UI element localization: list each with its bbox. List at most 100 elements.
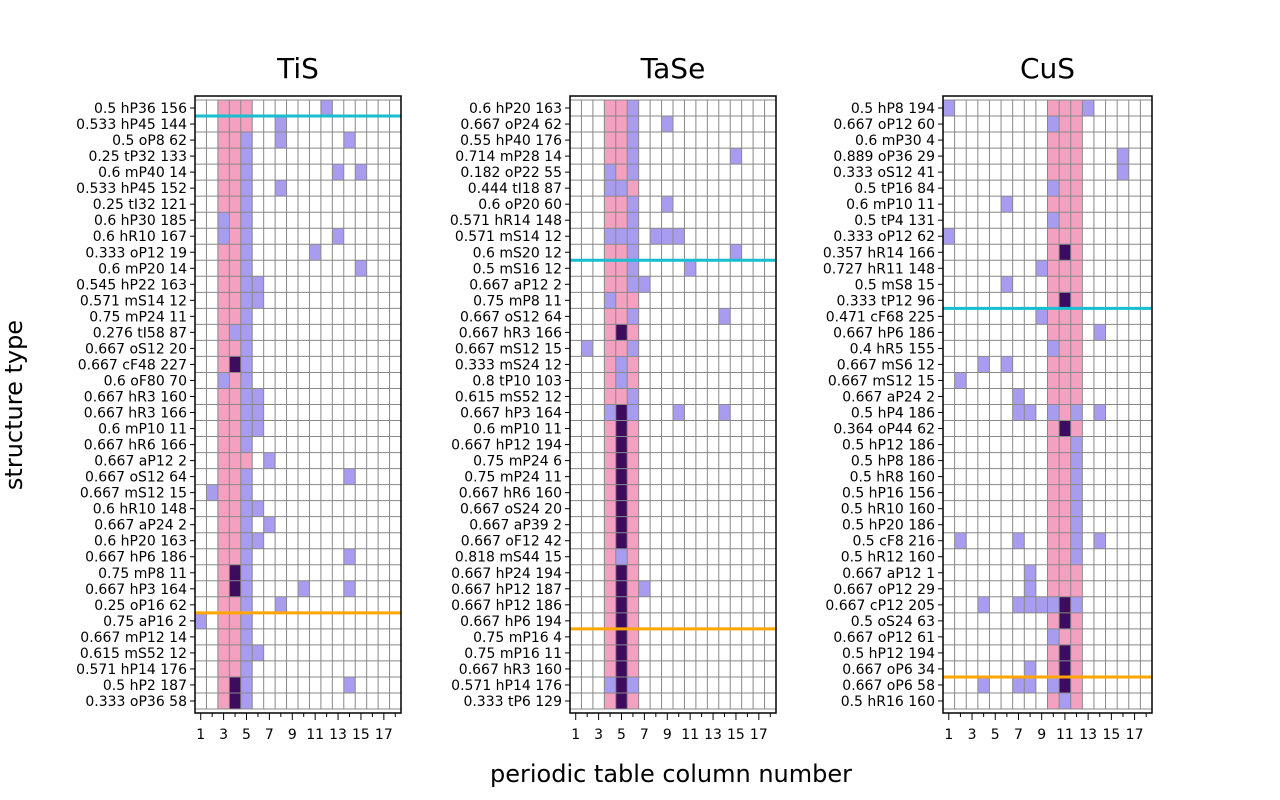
panel-title: TaSe [640, 52, 706, 85]
heatmap-cell [320, 100, 333, 117]
heatmap-cell [730, 244, 742, 261]
heatmap-cell [1047, 628, 1060, 645]
heatmap-cell [627, 164, 639, 181]
heatmap-cell [229, 324, 241, 341]
heatmap-cell [615, 644, 628, 661]
heatmap-cell [615, 692, 628, 709]
heatmap-cell [615, 564, 628, 581]
heatmap-cell [615, 452, 628, 469]
heatmap-cell [240, 308, 253, 325]
row-label: 0.533 hP45 152 [76, 181, 187, 197]
heatmap-cell [1059, 612, 1071, 629]
heatmap-cell [240, 628, 253, 645]
heatmap-cell [240, 180, 253, 197]
row-label: 0.5 hR8 160 [850, 470, 935, 486]
heatmap-cell [1024, 564, 1036, 581]
x-tick-label: 9 [663, 727, 672, 743]
heatmap-cell [332, 164, 344, 181]
row-label: 0.5 hR16 160 [841, 694, 935, 710]
heatmap-cell [627, 260, 639, 277]
row-label: 0.667 oP6 34 [842, 662, 935, 678]
row-label: 0.889 oP36 29 [833, 149, 935, 165]
heatmap-cell [615, 660, 628, 677]
heatmap-cell [615, 596, 628, 613]
row-label: 0.571 mS14 12 [80, 293, 187, 309]
heatmap-cell [240, 132, 253, 149]
row-label: 0.6 hP20 163 [94, 534, 187, 550]
heatmap-cell [1059, 292, 1071, 309]
row-label: 0.667 hP12 194 [451, 438, 562, 454]
row-label: 0.667 hR3 160 [459, 662, 562, 678]
heatmap-cell [943, 100, 955, 117]
row-label: 0.667 cP12 205 [825, 598, 935, 614]
heatmap-cell [240, 260, 253, 277]
heatmap-cell [1070, 500, 1083, 517]
x-tick-label: 17 [375, 727, 393, 743]
row-label: 0.5 hP8 194 [851, 101, 935, 117]
row-label: 0.75 aP16 2 [103, 614, 187, 630]
x-tick-label: 13 [1079, 727, 1097, 743]
x-tick-label: 3 [594, 727, 603, 743]
row-label: 0.533 hP45 144 [76, 117, 187, 133]
row-label: 0.667 mS6 12 [837, 357, 935, 373]
heatmap-cell [604, 292, 616, 309]
row-label: 0.667 hP12 186 [451, 598, 562, 614]
row-label: 0.8 tP10 103 [472, 373, 562, 389]
row-label: 0.5 hR12 160 [841, 550, 935, 566]
row-label: 0.333 tP6 129 [463, 694, 562, 710]
row-label: 0.5 tP16 84 [854, 181, 935, 197]
row-label: 0.667 oP12 29 [833, 582, 935, 598]
row-label: 0.6 hR10 167 [93, 229, 187, 245]
heatmap-cell [1047, 212, 1060, 229]
row-label: 0.5 hP2 187 [103, 678, 187, 694]
heatmap-cell [1117, 164, 1129, 181]
heatmap-cell [240, 244, 253, 261]
row-label: 0.6 mS20 12 [473, 245, 562, 261]
heatmap-cell [1093, 532, 1106, 549]
heatmap-cell [275, 180, 287, 197]
heatmap-cell [240, 548, 253, 565]
x-tick-label: 1 [571, 727, 580, 743]
row-label: 0.667 hP6 186 [833, 325, 935, 341]
heatmap-cell [718, 404, 731, 421]
row-label: 0.667 oP24 62 [460, 117, 562, 133]
row-label: 0.667 aP12 2 [94, 454, 187, 470]
heatmap-cell [240, 340, 253, 357]
heatmap-cell [615, 468, 628, 485]
heatmap-cell [615, 356, 628, 373]
heatmap-cell [240, 164, 253, 181]
heatmap-cell [977, 676, 990, 693]
x-tick-label: 11 [1056, 727, 1074, 743]
heatmap-cell [627, 100, 639, 117]
heatmap-cell [343, 580, 356, 597]
row-label: 0.5 hP12 194 [842, 646, 935, 662]
row-label: 0.5 hP8 186 [851, 454, 935, 470]
row-label: 0.444 tI18 87 [468, 181, 562, 197]
row-label: 0.714 mP28 14 [455, 149, 562, 165]
heatmap-cell [252, 404, 264, 421]
row-label: 0.5 hP20 186 [842, 518, 935, 534]
panel-frame [194, 95, 402, 714]
heatmap-cell [240, 276, 253, 293]
panel-title: TiS [276, 52, 319, 85]
heatmap-cell [627, 404, 639, 421]
row-label: 0.6 hP20 163 [469, 101, 562, 117]
heatmap-cell [650, 228, 662, 245]
heatmap-cell [627, 228, 639, 245]
x-tick-label: 7 [265, 727, 274, 743]
heatmap-cell [1024, 676, 1036, 693]
heatmap-cell [1024, 596, 1036, 613]
row-label: 0.75 mP8 11 [473, 293, 562, 309]
row-label: 0.6 mP10 11 [846, 197, 935, 213]
panel-frame [569, 95, 777, 714]
heatmap-cell [954, 372, 967, 389]
heatmap-cell [1093, 324, 1106, 341]
row-label: 0.667 hP3 164 [85, 582, 187, 598]
x-tick-label: 9 [288, 727, 297, 743]
heatmap-cell [240, 468, 253, 485]
